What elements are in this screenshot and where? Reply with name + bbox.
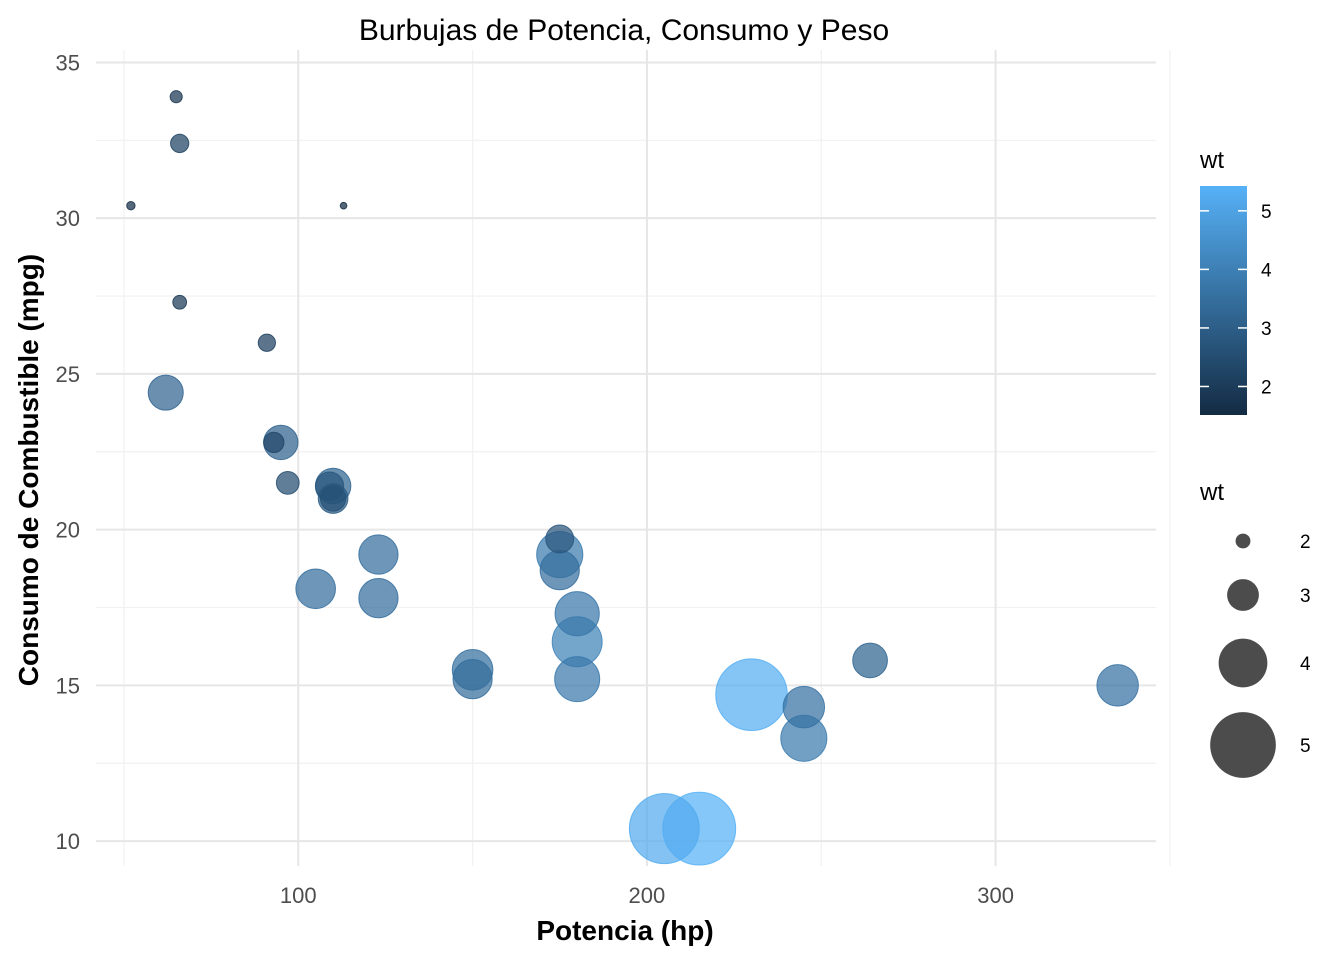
size-legend-bubble (1218, 638, 1268, 688)
colorbar-ticks: 2 3 4 5 (1200, 202, 1272, 398)
bubble-point (852, 642, 888, 679)
bubble-point (358, 578, 399, 619)
bubble-point (169, 90, 183, 104)
bubble-point (554, 656, 601, 703)
size-legend-bubble (1210, 712, 1276, 778)
bubble-point (554, 591, 600, 637)
bubble-point (1096, 664, 1139, 707)
colorbar-tick-label: 4 (1261, 260, 1272, 281)
chart-title: Burbujas de Potencia, Consumo y Peso (359, 14, 889, 47)
size-legend-bubble (1235, 533, 1251, 549)
x-tick-label: 300 (977, 883, 1014, 908)
x-tick-label: 100 (280, 883, 317, 908)
bubble-point (715, 658, 788, 731)
y-axis-title: Consumo de Combustible (mpg) (13, 254, 44, 686)
bubble-point (339, 201, 348, 210)
y-tick-label: 10 (56, 829, 80, 854)
bubble-point (170, 133, 190, 154)
bubble-point (295, 568, 336, 610)
bubble-layer (126, 90, 1139, 866)
major-gridlines (96, 50, 1156, 866)
size-legend-label: 3 (1300, 586, 1311, 607)
size-legend-bubble (1227, 579, 1259, 611)
size-legend: wt 2 3 4 5 (1199, 479, 1311, 778)
axis-ticks: 100 200 300 10 15 20 25 30 35 (56, 50, 1014, 908)
bubble-point (126, 201, 136, 211)
bubble-point (147, 374, 184, 411)
x-axis-title: Potencia (hp) (536, 915, 713, 946)
y-tick-label: 20 (56, 518, 80, 543)
y-tick-label: 15 (56, 673, 80, 698)
colorbar-tick-label: 5 (1261, 202, 1272, 223)
bubble-point (452, 659, 493, 700)
size-legend-label: 5 (1300, 736, 1311, 757)
x-tick-label: 200 (629, 883, 666, 908)
bubble-point (275, 471, 300, 495)
color-legend: wt 2 3 4 5 (1199, 147, 1272, 415)
minor-gridlines (96, 50, 1171, 866)
bubble-point (545, 524, 575, 554)
bubble-point (172, 294, 188, 310)
bubble-point (628, 793, 700, 865)
colorbar (1200, 186, 1247, 415)
bubble-point (319, 485, 347, 512)
bubble-point (358, 534, 399, 575)
y-tick-label: 35 (56, 50, 80, 75)
colorbar-tick-label: 2 (1261, 377, 1272, 398)
size-legend-keys: 2 3 4 5 (1210, 532, 1311, 778)
bubble-point (539, 549, 580, 591)
bubble-point (257, 333, 276, 352)
colorbar-tick-label: 3 (1261, 319, 1272, 340)
bubble-point (782, 685, 826, 729)
size-legend-label: 4 (1300, 654, 1311, 675)
size-legend-label: 2 (1300, 532, 1311, 553)
color-legend-title: wt (1199, 147, 1224, 174)
y-tick-label: 30 (56, 206, 80, 231)
y-tick-label: 25 (56, 362, 80, 387)
size-legend-title: wt (1199, 479, 1224, 506)
bubble-point (263, 431, 285, 454)
